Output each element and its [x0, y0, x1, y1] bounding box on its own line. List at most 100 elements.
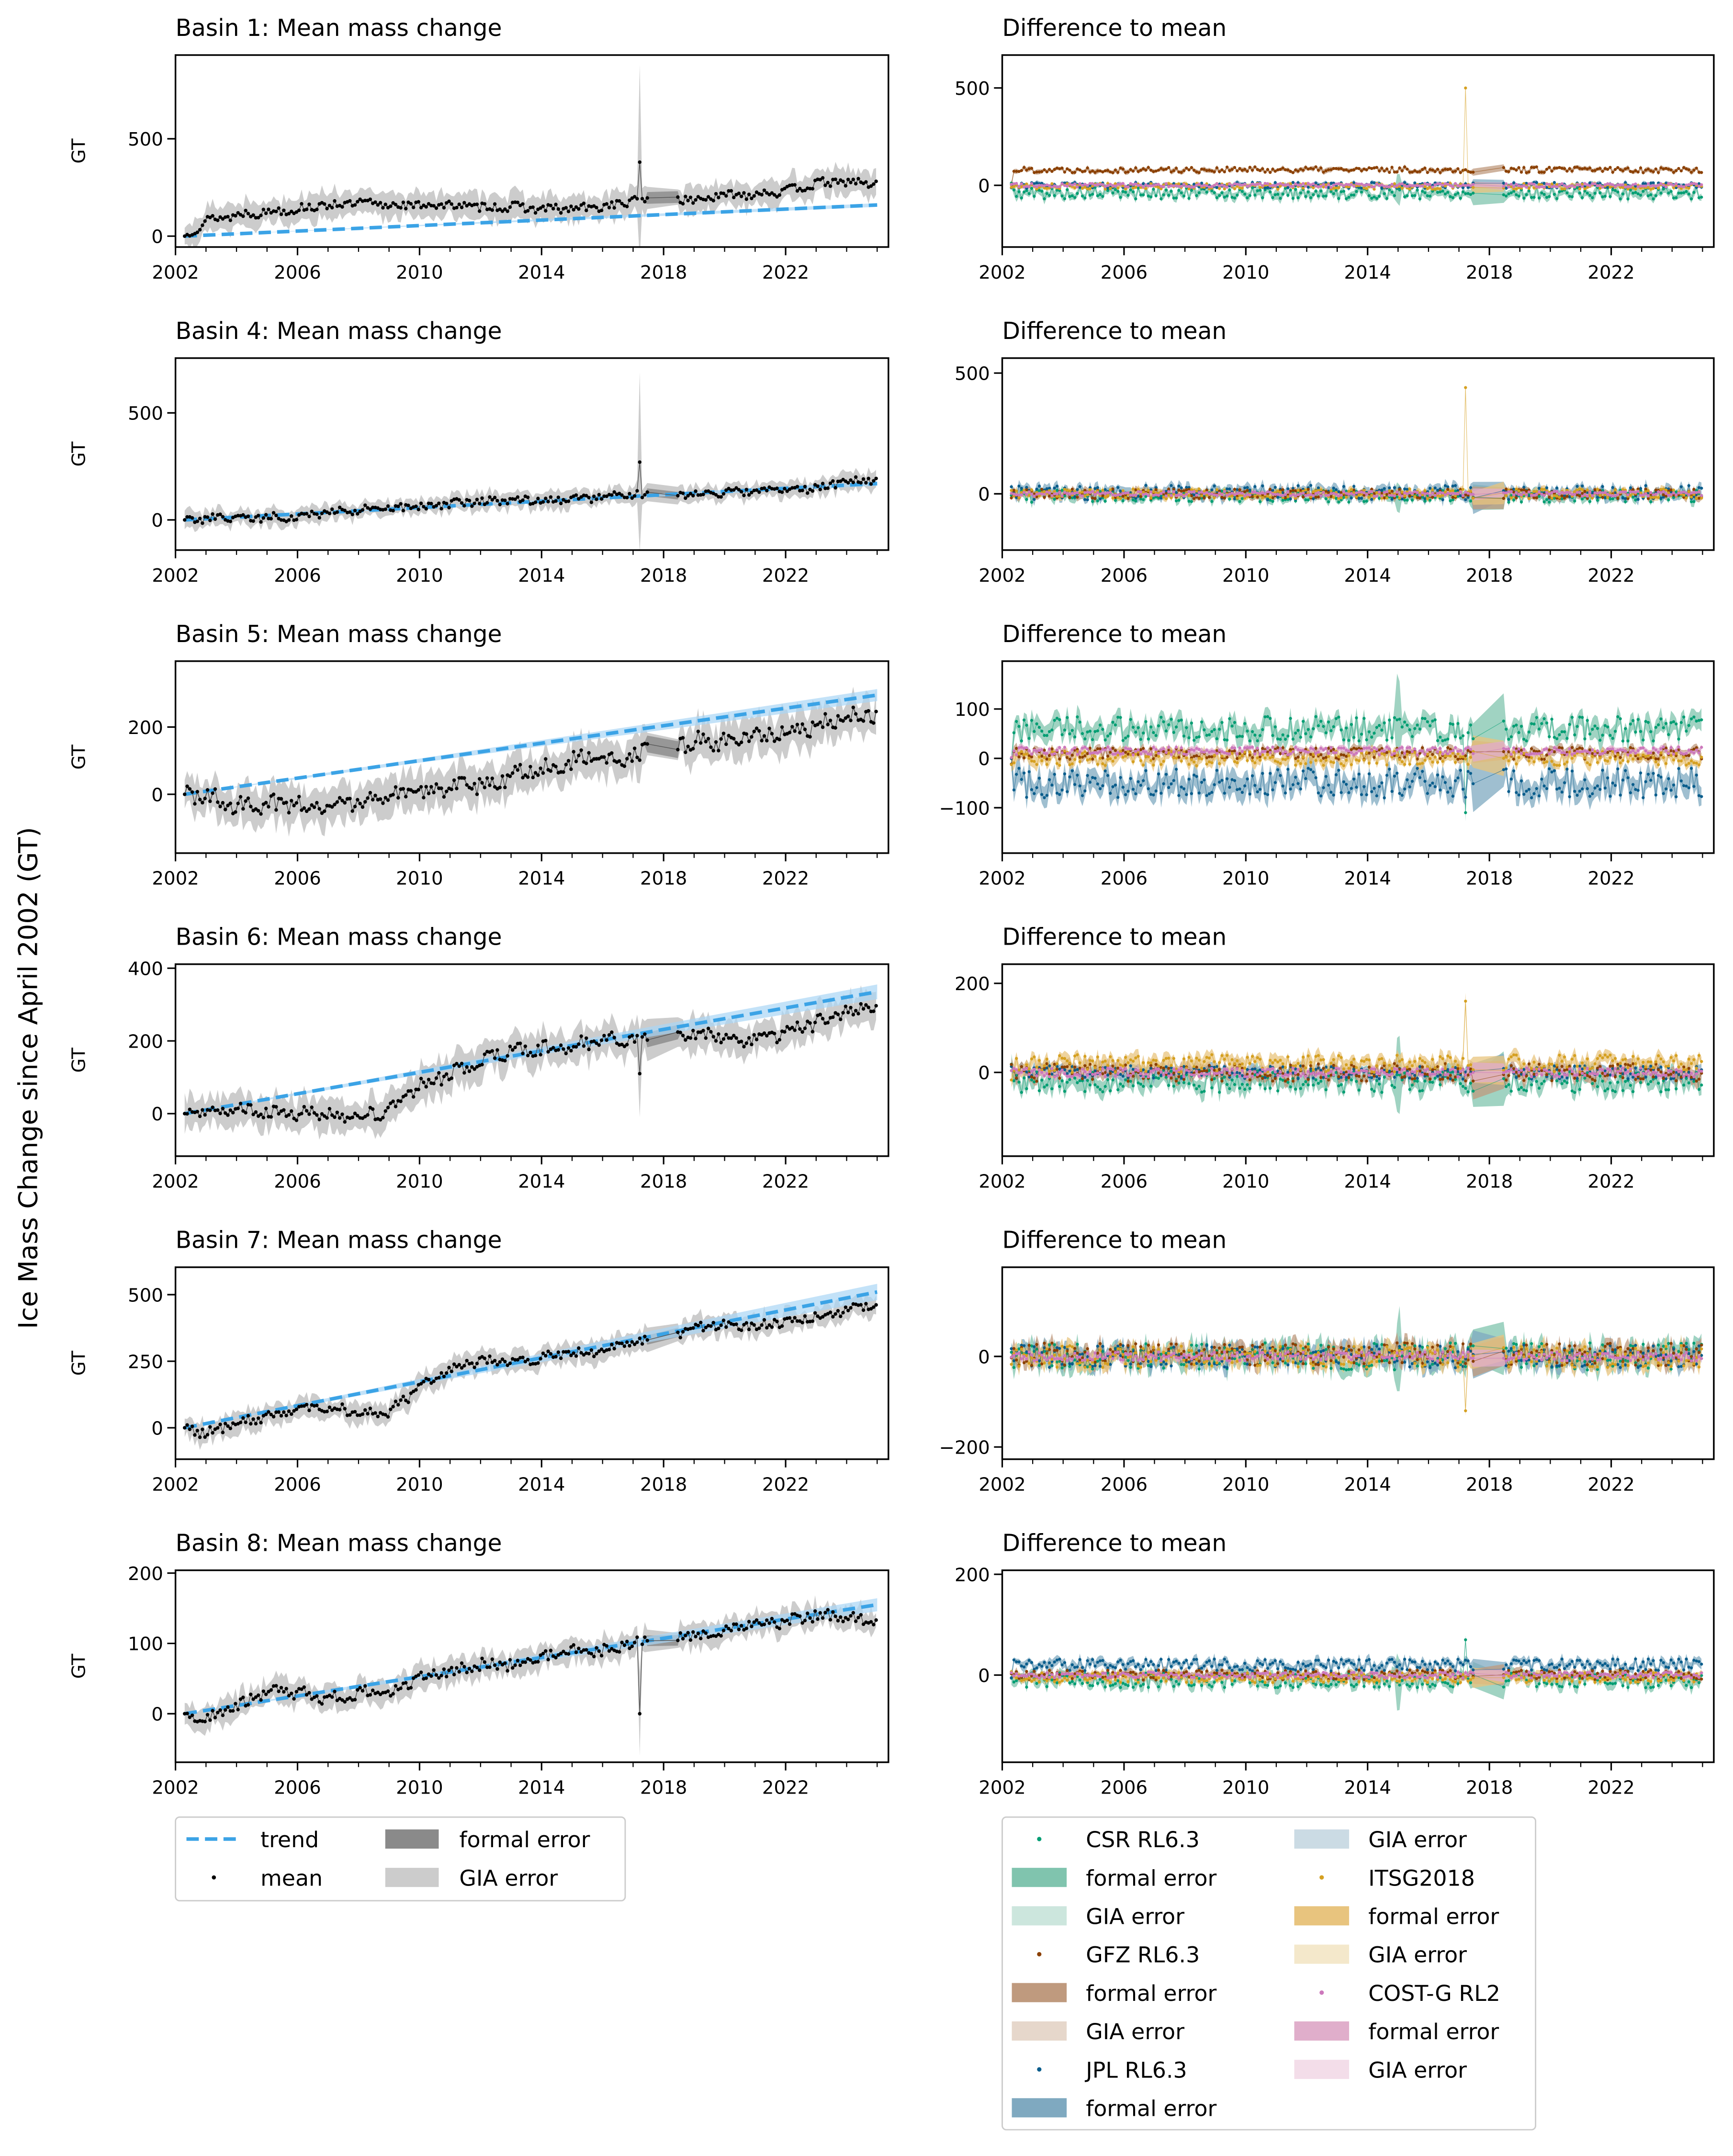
- data-point-csr-rl6-3: [1464, 811, 1467, 814]
- data-point-gfz-rl6-3: [1137, 170, 1140, 173]
- mean-point: [269, 1115, 273, 1119]
- data-point-csr-rl6-3: [1263, 715, 1267, 719]
- data-point-csr-rl6-3: [1203, 728, 1206, 732]
- mean-point: [727, 1626, 731, 1631]
- mean-point: [638, 758, 641, 762]
- data-point-gfz-rl6-3: [1380, 492, 1384, 495]
- data-point-csr-rl6-3: [1342, 738, 1346, 742]
- data-point-jpl-rl6-3: [1596, 496, 1599, 499]
- mean-point: [439, 1371, 443, 1375]
- data-point-cost-g-rl2: [1352, 184, 1356, 188]
- x-tick-label: 2006: [1101, 565, 1148, 587]
- data-point-csr-rl6-3: [1101, 195, 1104, 198]
- x-tick-label: 2010: [396, 868, 443, 890]
- data-point-csr-rl6-3: [1238, 500, 1241, 503]
- data-point-csr-rl6-3: [1035, 722, 1038, 725]
- data-point-cost-g-rl2: [1078, 494, 1081, 497]
- mean-point: [213, 787, 217, 791]
- mean-point: [760, 1033, 764, 1037]
- mean-point: [292, 1117, 296, 1120]
- data-point-gfz-rl6-3: [1385, 493, 1389, 496]
- data-point-jpl-rl6-3: [1045, 794, 1048, 797]
- mean-point: [360, 1412, 365, 1416]
- mean-point: [762, 734, 766, 738]
- mean-point: [790, 486, 794, 490]
- data-point-cost-g-rl2: [1093, 493, 1097, 496]
- data-point-cost-g-rl2: [1433, 494, 1437, 497]
- y-tick-label: 200: [128, 717, 163, 739]
- mean-point: [597, 1649, 601, 1653]
- data-point-csr-rl6-3: [1114, 188, 1117, 192]
- mean-point: [190, 1713, 194, 1717]
- data-point-cost-g-rl2: [1535, 185, 1538, 189]
- data-point-cost-g-rl2: [1639, 494, 1643, 497]
- data-point-gfz-rl6-3: [1428, 168, 1432, 171]
- mean-point: [274, 513, 278, 518]
- data-point-jpl-rl6-3: [1525, 181, 1528, 185]
- mean-point: [401, 1394, 405, 1399]
- data-point-cost-g-rl2: [1537, 490, 1541, 494]
- data-point-gfz-rl6-3: [1593, 488, 1597, 491]
- data-point-csr-rl6-3: [1093, 730, 1097, 733]
- mean-point: [861, 719, 866, 723]
- data-point-gfz-rl6-3: [1365, 168, 1368, 171]
- data-point-jpl-rl6-3: [1667, 487, 1670, 491]
- mean-point: [864, 481, 868, 485]
- data-point-cost-g-rl2: [1043, 184, 1046, 187]
- x-tick-label: 2002: [152, 1171, 199, 1193]
- data-point-csr-rl6-3: [1629, 188, 1632, 192]
- mean-point: [734, 1322, 738, 1326]
- mean-point: [559, 1043, 563, 1047]
- data-point-cost-g-rl2: [1565, 490, 1569, 494]
- data-point-cost-g-rl2: [1190, 490, 1193, 494]
- data-point-cost-g-rl2: [1060, 182, 1064, 185]
- data-point-itsg2018: [1109, 488, 1112, 492]
- data-point-itsg2018: [1563, 187, 1566, 191]
- data-point-gfz-rl6-3: [1197, 171, 1201, 174]
- mean-point: [628, 1344, 631, 1348]
- mean-point: [872, 1305, 876, 1309]
- data-point-csr-rl6-3: [1172, 196, 1175, 200]
- data-point-csr-rl6-3: [1685, 729, 1688, 733]
- mean-point: [549, 203, 553, 207]
- data-point-csr-rl6-3: [1365, 499, 1368, 503]
- data-point-cost-g-rl2: [1017, 185, 1021, 188]
- data-point-csr-rl6-3: [1659, 192, 1663, 195]
- x-tick-label: 2006: [274, 1777, 321, 1798]
- data-point-gfz-rl6-3: [1453, 169, 1457, 173]
- data-point-itsg2018: [1289, 182, 1292, 186]
- mean-point: [872, 182, 876, 186]
- mean-point: [406, 1089, 410, 1093]
- data-point-cost-g-rl2: [1504, 182, 1508, 185]
- mean-point: [597, 493, 601, 497]
- mean-point: [216, 1108, 220, 1112]
- data-point-itsg2018: [1240, 186, 1244, 190]
- mean-point: [434, 504, 439, 508]
- data-point-cost-g-rl2: [1522, 184, 1526, 187]
- data-point-cost-g-rl2: [1570, 184, 1574, 187]
- data-point-itsg2018: [1408, 187, 1411, 191]
- data-point-csr-rl6-3: [1030, 187, 1034, 190]
- data-point-csr-rl6-3: [1459, 196, 1462, 200]
- mean-point: [297, 795, 301, 799]
- mean-point: [839, 479, 843, 483]
- data-point-gfz-rl6-3: [1182, 489, 1186, 493]
- data-point-csr-rl6-3: [1225, 194, 1229, 198]
- mean-point: [508, 1361, 512, 1366]
- mean-point: [315, 512, 319, 516]
- data-point-cost-g-rl2: [1418, 494, 1422, 497]
- mean-point: [444, 201, 449, 205]
- panel-title: Basin 4: Mean mass change: [176, 318, 502, 345]
- data-point-jpl-rl6-3: [1535, 181, 1538, 184]
- mean-point: [218, 215, 222, 219]
- mean-point: [612, 206, 616, 210]
- mean-point: [462, 504, 466, 508]
- data-point-csr-rl6-3: [1294, 188, 1297, 191]
- data-point-cost-g-rl2: [1134, 493, 1137, 497]
- mean-point: [729, 488, 733, 492]
- data-point-csr-rl6-3: [1017, 190, 1021, 193]
- mean-point: [490, 1360, 494, 1365]
- mean-point: [762, 188, 766, 192]
- x-tick-label: 2010: [396, 262, 443, 283]
- mean-point: [371, 798, 375, 802]
